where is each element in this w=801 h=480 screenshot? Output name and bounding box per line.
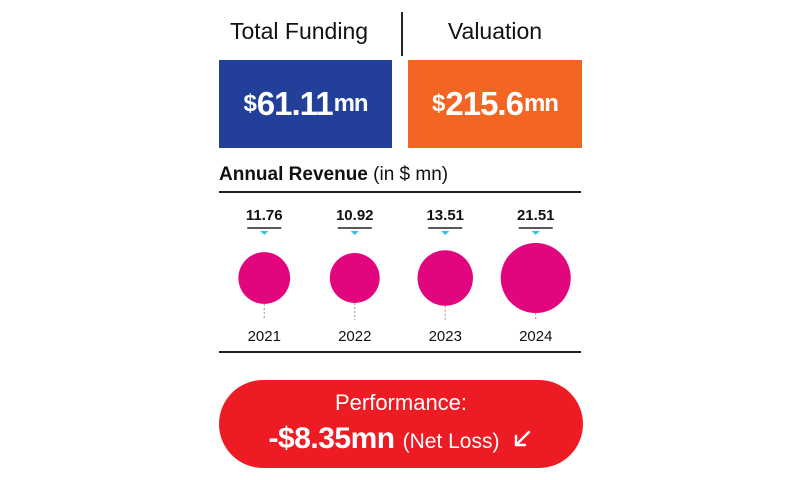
performance-row: -$8.35mn (Net Loss) xyxy=(219,422,583,456)
revenue-top-rule xyxy=(219,191,581,193)
year-label: 2022 xyxy=(338,328,371,345)
value-marker xyxy=(350,231,359,235)
revenue-unit-note: (in $ mn) xyxy=(373,164,449,185)
performance-label: Performance: xyxy=(334,390,468,415)
total-funding-box: $61.11 mn xyxy=(219,60,392,148)
value-marker xyxy=(441,231,450,235)
valuation-box: $215.6 mn xyxy=(408,60,582,148)
performance-value: -$8.35mn xyxy=(268,422,396,455)
revenue-value-label: 10.92 xyxy=(336,207,374,224)
funding-amount: 61.11 xyxy=(256,85,334,122)
funding-unit: mn xyxy=(333,90,369,117)
revenue-bubble-chart: 11.76 2021 10.92 2022 13.51 2023 21.51 2024 xyxy=(238,207,571,345)
performance-note: (Net Loss) xyxy=(402,430,500,453)
funding-currency: $ xyxy=(243,90,256,117)
revenue-title-text: Annual Revenue xyxy=(219,164,368,185)
revenue-bubble xyxy=(238,252,291,304)
arrow-down-left-icon xyxy=(515,430,531,447)
header-divider xyxy=(401,12,403,56)
revenue-bubble xyxy=(417,250,473,306)
valuation-unit: mn xyxy=(523,90,559,117)
year-label: 2023 xyxy=(429,328,462,345)
revenue-bubble xyxy=(500,243,571,313)
revenue-value-label: 13.51 xyxy=(426,207,464,224)
revenue-title: Annual Revenue (in $ mn) xyxy=(219,164,448,186)
revenue-bottom-rule xyxy=(219,351,581,353)
revenue-value-label: 21.51 xyxy=(517,207,555,224)
valuation-amount: 215.6 xyxy=(445,85,524,122)
value-marker xyxy=(531,231,540,235)
year-label: 2024 xyxy=(519,328,552,345)
year-label: 2021 xyxy=(248,328,281,345)
performance-pill: Performance: -$8.35mn (Net Loss) xyxy=(219,380,583,468)
valuation-currency: $ xyxy=(432,90,445,117)
revenue-value-label: 11.76 xyxy=(246,207,283,224)
valuation-label: Valuation xyxy=(447,18,543,44)
value-marker xyxy=(260,231,269,235)
total-funding-label: Total Funding xyxy=(229,18,369,44)
revenue-bubble xyxy=(329,253,380,303)
